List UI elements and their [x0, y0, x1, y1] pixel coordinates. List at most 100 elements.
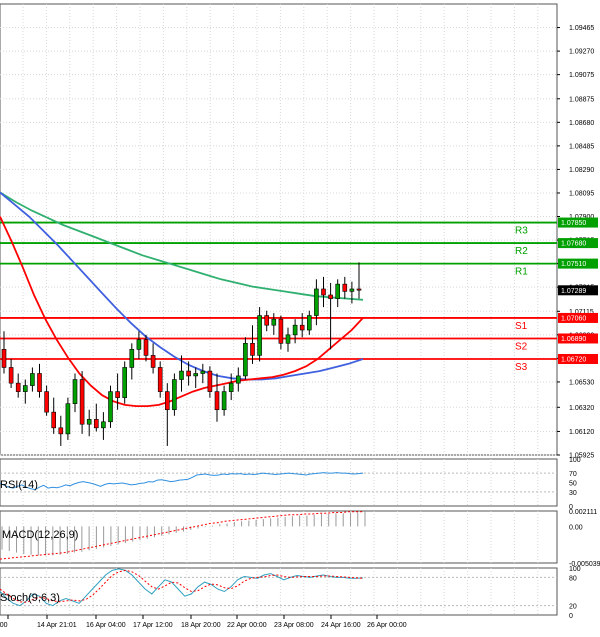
level-price-box-r1 — [558, 258, 598, 269]
candle-body — [221, 391, 227, 411]
candle — [150, 343, 156, 374]
macd-signal-line — [0, 511, 363, 560]
candle — [165, 383, 170, 446]
candle-body — [122, 367, 127, 398]
candle — [257, 307, 262, 362]
pane-frame-rsi — [0, 458, 558, 507]
candle — [278, 315, 284, 350]
macd-title: MACD(12,26,9) — [2, 529, 78, 541]
candle-body — [214, 391, 220, 411]
price-tick-label: 1.08290 — [569, 167, 594, 174]
time-tick-label: 18 Apr 20:00 — [181, 622, 221, 629]
candle — [37, 363, 42, 398]
candle-body — [335, 283, 341, 299]
candle-body — [22, 385, 28, 392]
candle — [236, 367, 241, 392]
candle-body — [115, 391, 120, 398]
level-label-s3: S3 — [515, 362, 528, 373]
time-tick-label: 16:00 — [0, 622, 8, 629]
candle-body — [250, 343, 255, 356]
level-price-label-r1: 1.07510 — [561, 261, 586, 268]
candle — [115, 373, 120, 410]
level-price-box-s3 — [558, 354, 598, 365]
candle-body — [51, 411, 57, 429]
candle — [292, 319, 298, 344]
level-label-r1: R1 — [515, 267, 528, 278]
candle — [328, 282, 333, 350]
rsi-tick-label: 30 — [569, 490, 577, 497]
candle — [356, 262, 362, 299]
candle-body — [179, 370, 184, 380]
candle — [264, 310, 270, 332]
time-tick-label: 16 Apr 04:00 — [86, 622, 126, 629]
candle — [221, 385, 227, 416]
candle — [79, 371, 85, 434]
time-tick-label: 23 Apr 08:00 — [274, 622, 314, 629]
candle-body — [1, 349, 7, 368]
level-price-box-s1 — [558, 312, 598, 323]
stoch-tick-label: 0 — [569, 613, 573, 620]
candle — [306, 310, 312, 335]
pane-frame-macd — [0, 510, 558, 564]
price-tick-label: 1.08485 — [569, 143, 594, 150]
rsi-tick-label: 0 — [569, 504, 573, 511]
candle — [172, 373, 177, 416]
stoch-signal-line — [0, 569, 364, 603]
price-tick-label: 1.07115 — [569, 309, 594, 316]
candle-body — [278, 318, 284, 344]
candle — [228, 373, 234, 401]
price-tick-label: 1.06320 — [569, 405, 594, 412]
level-label-s2: S2 — [515, 341, 528, 352]
time-tick-label: 17 Apr 12:00 — [133, 622, 173, 629]
stoch-tick-label: 80 — [569, 575, 577, 582]
candle — [157, 361, 163, 398]
candle-body — [264, 315, 270, 326]
candle — [51, 397, 57, 434]
candle-body — [58, 427, 64, 435]
ma-fast-line — [0, 216, 364, 408]
candle — [136, 331, 142, 360]
level-label-r2: R2 — [515, 246, 528, 257]
candle-body — [65, 403, 71, 435]
time-tick-label: 14 Apr 21:01 — [37, 622, 77, 629]
candle — [349, 281, 355, 304]
candle-body — [299, 324, 305, 331]
level-price-label-s3: 1.06720 — [561, 357, 586, 364]
candle-body — [150, 355, 156, 368]
level-price-box-r2 — [558, 238, 598, 249]
candle-body — [15, 382, 21, 392]
candle — [65, 397, 71, 440]
rsi-line — [0, 472, 364, 491]
candle-body — [157, 367, 163, 392]
candle — [101, 412, 106, 440]
candle — [22, 379, 28, 404]
candle — [271, 313, 277, 335]
price-tick-label: 1.08095 — [569, 190, 594, 197]
candle-body — [37, 373, 42, 392]
price-tick-label: 1.06120 — [569, 429, 594, 436]
candle — [193, 367, 198, 388]
level-price-label-r2: 1.07680 — [561, 241, 586, 248]
price-tick-label: 1.05925 — [569, 453, 594, 460]
candle — [214, 373, 220, 422]
candle-body — [271, 318, 277, 326]
candle-body — [108, 391, 113, 423]
candle-body — [207, 370, 213, 392]
time-tick-label: 26 Apr 00:00 — [367, 622, 407, 629]
candle — [72, 373, 78, 413]
candle — [200, 363, 206, 384]
stoch-tick-label: 100 — [569, 566, 581, 573]
stoch-title: Stoch(9,6,3) — [0, 592, 60, 604]
candle-body — [44, 391, 49, 413]
macd-tick-label: 0.002111 — [569, 509, 597, 516]
candle-body — [172, 379, 177, 411]
candle — [129, 343, 135, 380]
candle — [250, 325, 255, 364]
rsi-tick-label: 70 — [569, 471, 577, 478]
level-price-label-s1: 1.07060 — [561, 315, 586, 322]
candle — [58, 415, 64, 446]
candle — [179, 355, 184, 392]
candle-body — [228, 382, 234, 392]
candle — [143, 334, 149, 362]
